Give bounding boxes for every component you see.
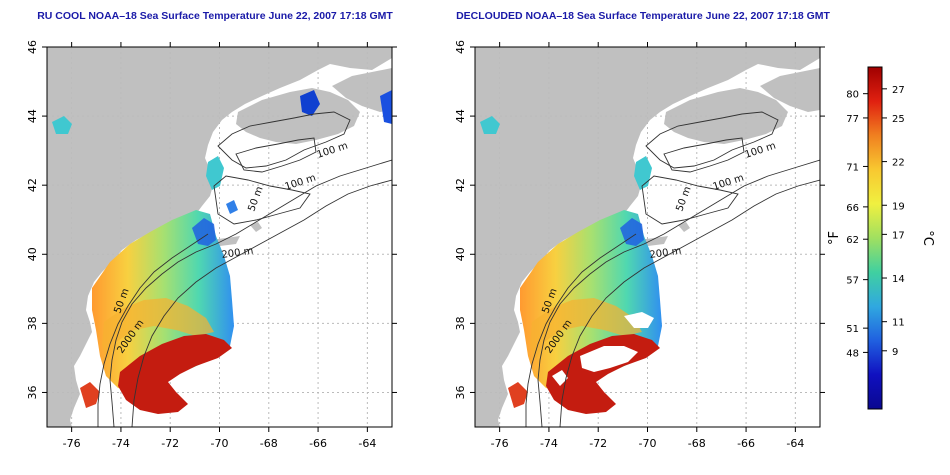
x-tick-label: -70 — [211, 437, 229, 450]
x-tick-label: -76 — [491, 437, 509, 450]
map-title: DECLOUDED NOAA–18 Sea Surface Temperatur… — [456, 10, 830, 22]
isobath-100m-gom — [217, 111, 351, 169]
x-tick-label: -68 — [688, 437, 706, 450]
sst-field — [52, 90, 392, 414]
map-title: RU COOL NOAA–18 Sea Surface Temperature … — [37, 10, 393, 22]
isobath-100m-gom — [645, 111, 779, 169]
fahrenheit-tick-label: 62 — [846, 235, 859, 246]
land-cape-breton — [332, 68, 392, 112]
y-tick-label: 44 — [26, 109, 39, 123]
fahrenheit-tick-label: 77 — [846, 114, 859, 125]
sst-east-edge — [380, 90, 392, 124]
celsius-unit-label: °C — [920, 230, 935, 246]
isobath-contours — [525, 111, 820, 427]
sst-cold-pocket — [192, 218, 216, 246]
y-tick-label: 46 — [454, 40, 467, 54]
fahrenheit-tick-label: 51 — [846, 324, 859, 335]
celsius-tick-label: 17 — [892, 230, 905, 241]
land-nantucket — [678, 222, 690, 232]
fahrenheit-tick-label: 57 — [846, 276, 859, 287]
isobath-100m-shelf — [213, 175, 311, 225]
y-tick-label: 40 — [454, 247, 467, 261]
x-tick-label: -70 — [639, 437, 657, 450]
x-tick-label: -72 — [589, 437, 607, 450]
fahrenheit-unit-label: °F — [827, 231, 842, 245]
fahrenheit-tick-label: 71 — [846, 162, 859, 173]
x-tick-label: -66 — [309, 437, 327, 450]
land-cape-breton — [760, 68, 820, 112]
isobath-200m — [537, 159, 820, 427]
sst-cold-pocket — [620, 218, 644, 246]
sst-coastal-warm — [508, 382, 528, 408]
cloud-mask-hole — [580, 346, 638, 372]
isobath-50m-mab — [525, 233, 637, 427]
y-tick-label: 42 — [26, 178, 39, 192]
x-tick-label: -66 — [737, 437, 755, 450]
land-nantucket — [250, 222, 262, 232]
sst-map-panel-raw: RU COOL NOAA–18 Sea Surface Temperature … — [0, 0, 430, 475]
land-mainland — [47, 47, 392, 427]
sst-map-panel-declouded: DECLOUDED NOAA–18 Sea Surface Temperatur… — [428, 0, 858, 475]
sst-front-band — [102, 298, 214, 360]
temperature-colorbar: 27 25 22 19 17 14 11 9 80 77 71 66 62 57 51 48 °F °C — [820, 55, 950, 425]
y-tick-label: 46 — [26, 40, 39, 54]
x-tick-label: -72 — [161, 437, 179, 450]
fahrenheit-tick-label: 66 — [846, 203, 859, 214]
sst-bay-of-fundy — [300, 90, 320, 116]
sst-coastal-warm — [80, 382, 100, 408]
y-tick-label: 42 — [454, 178, 467, 192]
cloud-mask-hole — [624, 312, 654, 328]
celsius-tick-label: 14 — [892, 274, 905, 285]
isobath-50m-georges — [663, 137, 745, 173]
y-tick-label: 38 — [454, 316, 467, 330]
y-tick-label: 36 — [26, 385, 39, 399]
sst-field — [480, 116, 662, 414]
x-tick-label: -76 — [63, 437, 81, 450]
isobath-200m — [109, 159, 392, 427]
cloud-mask-hole — [552, 370, 568, 386]
isobath-50m-georges — [235, 137, 317, 173]
fahrenheit-tick-label: 80 — [846, 90, 859, 101]
celsius-tick-label: 22 — [892, 158, 905, 169]
x-tick-label: -74 — [112, 437, 130, 450]
sst-hot-gulf-stream — [118, 334, 232, 414]
sst-inland-patch — [52, 116, 72, 134]
sst-inland-patch — [480, 116, 500, 134]
sst-scattered-pixel — [226, 200, 238, 214]
celsius-tick-label: 11 — [892, 318, 905, 329]
isobath-2000m — [131, 179, 392, 427]
contour-label: 200 m — [221, 246, 254, 261]
isobath-100m-shelf — [641, 175, 739, 225]
celsius-tick-label: 27 — [892, 85, 905, 96]
sst-front-band — [530, 298, 642, 360]
fahrenheit-tick-label: 48 — [846, 348, 859, 359]
x-tick-label: -74 — [540, 437, 558, 450]
y-tick-label: 38 — [26, 316, 39, 330]
celsius-tick-label: 25 — [892, 114, 905, 125]
y-tick-label: 40 — [26, 247, 39, 261]
celsius-tick-label: 9 — [892, 347, 898, 358]
colorbar-bar — [867, 66, 883, 410]
isobath-contours — [97, 111, 392, 427]
x-tick-label: -68 — [260, 437, 278, 450]
x-tick-label: -64 — [786, 437, 804, 450]
isobath-50m-mab — [97, 233, 209, 427]
celsius-tick-label: 19 — [892, 201, 905, 212]
land-mainland — [475, 47, 820, 427]
y-tick-label: 44 — [454, 109, 467, 123]
contour-label: 200 m — [649, 246, 682, 261]
y-tick-label: 36 — [454, 385, 467, 399]
isobath-2000m — [559, 179, 820, 427]
x-tick-label: -64 — [358, 437, 376, 450]
